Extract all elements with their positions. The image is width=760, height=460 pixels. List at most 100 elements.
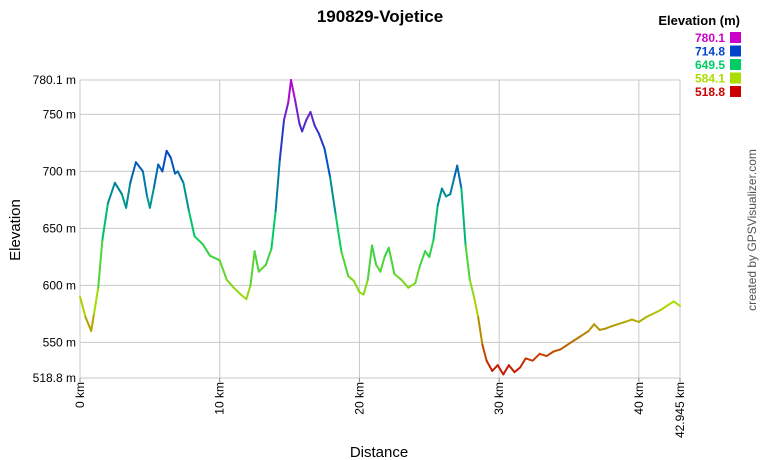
y-tick-label: 750 m: [43, 107, 76, 121]
elevation-segment: [538, 352, 548, 358]
x-tick-label: 42.945 km: [673, 382, 687, 438]
elevation-segment: [148, 186, 155, 209]
grid: [79, 79, 681, 379]
y-tick-label: 650 m: [43, 221, 76, 235]
elevation-segment: [84, 316, 93, 332]
elevation-segment: [208, 254, 221, 262]
elevation-segment: [329, 176, 337, 216]
y-tick-label: 600 m: [43, 278, 76, 292]
elevation-segment: [552, 348, 562, 353]
elevation-segment: [464, 244, 471, 281]
elevation-segment: [604, 325, 612, 330]
elevation-segment: [507, 364, 516, 374]
y-tick-label: 518.8 m: [33, 371, 76, 385]
elevation-segment: [340, 250, 350, 278]
elevation-segment: [134, 161, 144, 173]
elevation-segment: [274, 158, 281, 213]
elevation-segment: [129, 161, 137, 184]
elevation-segment: [245, 284, 252, 301]
elevation-segment: [153, 163, 160, 189]
elevation-segment: [644, 312, 654, 319]
elevation-segment: [573, 334, 583, 342]
elevation-segment: [485, 359, 494, 372]
elevation-segment: [97, 238, 104, 289]
x-tick-label: 10 km: [213, 382, 227, 415]
elevation-segment: [436, 187, 443, 207]
elevation-segment: [383, 246, 390, 258]
elevation-segment: [301, 119, 308, 133]
legend-title: Elevation (m): [658, 13, 740, 28]
elevation-segment: [593, 323, 601, 331]
elevation-segment: [414, 266, 421, 285]
elevation-segment: [317, 132, 326, 150]
elevation-segment: [270, 210, 277, 250]
elevation-segment: [93, 286, 100, 315]
legend-swatch: [730, 45, 741, 57]
legend-swatch: [730, 72, 741, 84]
elevation-segment: [101, 202, 109, 241]
elevation-segment: [176, 170, 185, 184]
elevation-segment: [519, 357, 527, 369]
elevation-segment: [305, 111, 312, 121]
elevation-segment: [400, 278, 410, 289]
elevation-segment: [460, 187, 467, 247]
elevation-segment: [566, 339, 576, 346]
elevation-segment: [665, 300, 675, 307]
elevation-segment: [182, 181, 190, 213]
elevation-segment: [201, 243, 211, 257]
elevation-segment: [323, 147, 332, 179]
legend-entry-label: 649.5: [695, 58, 725, 72]
elevation-line: [79, 79, 681, 376]
elevation-segment: [352, 279, 361, 294]
elevation-segment: [106, 181, 116, 205]
legend-entry-label: 584.1: [695, 72, 725, 86]
elevation-segment: [559, 343, 569, 351]
elevation-segment: [440, 187, 447, 198]
elevation-segment: [371, 244, 378, 266]
elevation-segment: [294, 99, 301, 125]
elevation-segment: [651, 309, 661, 315]
legend-swatch: [730, 86, 741, 97]
elevation-segment: [393, 273, 403, 281]
elevation-segment: [407, 282, 417, 289]
elevation-segment: [169, 156, 176, 175]
elevation-segment: [193, 235, 204, 246]
elevation-segment: [481, 343, 488, 362]
elevation-segment: [449, 176, 456, 196]
elevation-segment: [232, 286, 242, 296]
elevation-segment: [580, 330, 590, 337]
legend-entry-label: 518.8: [695, 85, 725, 99]
elevation-segment: [249, 250, 256, 287]
elevation-segment: [366, 244, 373, 281]
y-axis-ticks: 518.8 m 550 m 600 m 650 m 700 m 750 m 780.1 m: [33, 73, 76, 385]
elevation-segment: [616, 320, 626, 326]
elevation-segment: [524, 357, 534, 362]
elevation-segment: [347, 275, 355, 282]
elevation-segment: [90, 312, 95, 332]
elevation-segment: [623, 318, 633, 323]
credit-text: created by GPSVisualizer.com: [745, 149, 759, 311]
elevation-segment: [473, 295, 480, 319]
elevation-segment: [120, 193, 128, 209]
elevation-segment: [587, 323, 596, 332]
elevation-segment: [278, 119, 285, 161]
elevation-segment: [79, 295, 87, 319]
elevation-segment: [188, 210, 196, 238]
elevation-segment: [428, 238, 435, 258]
elevation-segment: [287, 79, 292, 104]
y-tick-label: 700 m: [43, 164, 76, 178]
elevation-segment: [334, 213, 343, 253]
chart-title: 190829-Vojetice: [317, 7, 443, 26]
legend-entry-label: 780.1: [695, 31, 725, 45]
elevation-segment: [531, 352, 541, 362]
x-tick-label: 20 km: [352, 382, 366, 415]
elevation-segment: [264, 247, 273, 266]
x-axis-ticks: 0 km 10 km 20 km 30 km 40 km 42.945 km: [73, 378, 687, 438]
elevation-segment: [387, 246, 396, 275]
elevation-segment: [545, 350, 555, 358]
elevation-segment: [658, 304, 668, 312]
y-tick-label: 550 m: [43, 335, 76, 349]
elevation-segment: [630, 318, 640, 323]
